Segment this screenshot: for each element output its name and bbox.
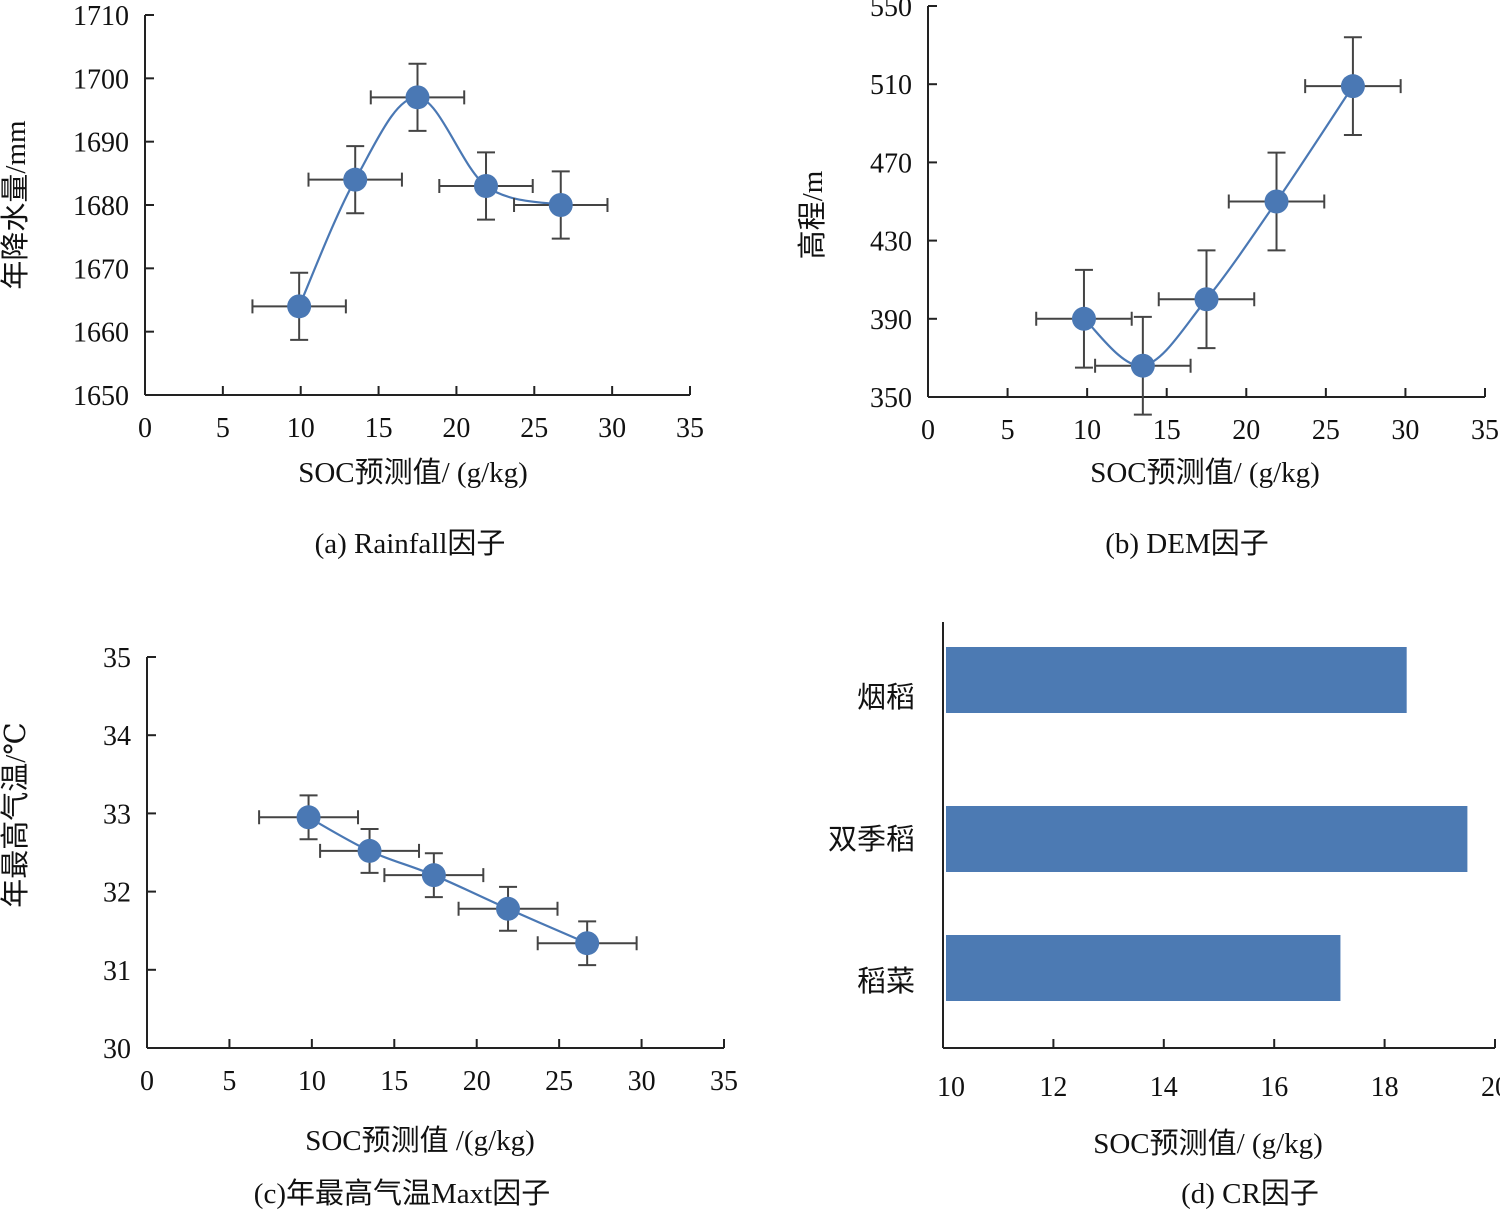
x-tick-label: 15 — [1153, 415, 1181, 446]
subplot-c: 30 31 32 33 34 35 0 5 10 15 20 25 30 35 年最高气温/℃ SOC预测值 … — [0, 643, 738, 1210]
y-tick-label: 350 — [870, 383, 912, 414]
y-tick-label: 34 — [103, 721, 131, 752]
x-tick-label: 12 — [1039, 1072, 1067, 1103]
data-point — [1071, 306, 1096, 331]
subplot-a: 1650 1660 1670 1680 1690 1700 1710 0 5 10 15 20 25 30… — [0, 1, 704, 560]
x-tick-label: 5 — [222, 1066, 236, 1097]
x-tick-label: 25 — [520, 413, 548, 444]
y-tick-label: 390 — [870, 305, 912, 336]
x-tick-label: 10 — [287, 413, 315, 444]
y-tick-label: 1670 — [73, 254, 129, 285]
data-point — [1264, 189, 1289, 214]
x-axis-label: SOC预测值 /(g/kg) — [305, 1124, 535, 1157]
x-tick-label: 30 — [598, 413, 626, 444]
category-label: 烟稻 — [857, 681, 915, 714]
x-tick-label: 20 — [442, 413, 470, 444]
x-tick-label: 35 — [676, 413, 704, 444]
data-point — [357, 838, 382, 863]
x-tick-label: 30 — [628, 1066, 656, 1097]
y-tick-label: 35 — [103, 643, 131, 674]
y-tick-label: 550 — [870, 0, 912, 23]
x-tick-label: 5 — [1001, 415, 1015, 446]
y-axis-label: 高程/m — [796, 170, 829, 259]
y-tick-label: 430 — [870, 227, 912, 258]
data-point — [474, 174, 499, 198]
x-tick-label: 35 — [710, 1066, 738, 1097]
x-tick-label: 0 — [921, 415, 935, 446]
series-line — [298, 96, 562, 307]
x-tick-label: 10 — [937, 1072, 965, 1103]
x-tick-label: 0 — [138, 413, 152, 444]
category-label: 稻菜 — [857, 965, 915, 998]
x-tick-label: 15 — [365, 413, 393, 444]
y-tick-label: 1660 — [73, 318, 129, 349]
x-tick-label: 10 — [298, 1066, 326, 1097]
x-tick-label: 25 — [545, 1066, 573, 1097]
y-axis-label: 年降水量/mm — [0, 120, 32, 290]
y-tick-label: 33 — [103, 799, 131, 830]
bar — [946, 806, 1468, 872]
data-point — [1340, 74, 1365, 99]
bar — [946, 647, 1407, 713]
x-axis-label: SOC预测值/ (g/kg) — [1093, 1127, 1323, 1160]
data-point — [548, 193, 573, 217]
x-axis-label: SOC预测值/ (g/kg) — [1090, 456, 1320, 489]
data-point — [421, 863, 446, 888]
x-tick-label: 5 — [216, 413, 230, 444]
y-tick-label: 510 — [870, 70, 912, 101]
x-tick-label: 18 — [1371, 1072, 1399, 1103]
x-tick-label: 20 — [1232, 415, 1260, 446]
x-tick-label: 20 — [1481, 1072, 1500, 1103]
y-tick-label: 1680 — [73, 191, 129, 222]
y-axis-label: 年最高气温/℃ — [0, 722, 32, 908]
y-tick-label: 1690 — [73, 128, 129, 159]
subplot-caption: (d) CR因子 — [1181, 1178, 1319, 1210]
data-point — [405, 85, 430, 110]
data-point — [496, 896, 521, 921]
subplot-caption: (b) DEM因子 — [1105, 528, 1269, 560]
x-tick-label: 25 — [1312, 415, 1340, 446]
y-tick-label: 1700 — [73, 64, 129, 95]
subplot-caption: (a) Rainfall因子 — [315, 528, 506, 560]
subplot-caption: (c)年最高气温Maxt因子 — [254, 1177, 550, 1210]
y-tick-label: 1650 — [73, 381, 129, 412]
x-tick-label: 35 — [1471, 415, 1499, 446]
x-tick-label: 14 — [1150, 1072, 1178, 1103]
data-point — [1130, 353, 1155, 378]
data-point — [1194, 287, 1219, 312]
bar — [946, 935, 1341, 1001]
x-tick-label: 30 — [1391, 415, 1419, 446]
x-tick-label: 20 — [463, 1066, 491, 1097]
y-tick-label: 32 — [103, 878, 131, 909]
x-tick-label: 0 — [140, 1066, 154, 1097]
data-point — [575, 931, 600, 956]
y-tick-label: 470 — [870, 148, 912, 179]
series-line — [1083, 85, 1354, 367]
x-tick-label: 10 — [1073, 415, 1101, 446]
data-point — [343, 167, 368, 192]
y-tick-label: 31 — [103, 956, 131, 987]
data-point — [296, 805, 321, 830]
x-tick-label: 16 — [1260, 1072, 1288, 1103]
y-tick-label: 1710 — [73, 1, 129, 32]
category-label: 双季稻 — [828, 823, 915, 856]
series-line — [308, 816, 588, 945]
x-tick-label: 15 — [380, 1066, 408, 1097]
x-axis-label: SOC预测值/ (g/kg) — [298, 456, 528, 489]
y-tick-label: 30 — [103, 1034, 131, 1065]
data-point — [287, 294, 312, 319]
